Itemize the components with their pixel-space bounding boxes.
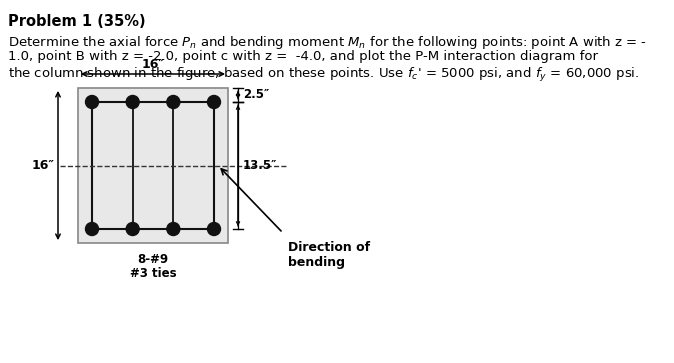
Text: 16″: 16″ (32, 159, 55, 172)
Circle shape (86, 223, 98, 236)
Bar (78, 88, 228, 243)
Bar (92, 102, 214, 229)
Circle shape (126, 223, 139, 236)
Circle shape (167, 223, 180, 236)
Text: 1.0, point B with z = -2.0, point c with z =  -4.0, and plot the P-M interaction: 1.0, point B with z = -2.0, point c with… (8, 50, 598, 63)
Circle shape (208, 223, 220, 236)
Text: 8-#9: 8-#9 (137, 253, 168, 266)
Text: the column shown in the figure, based on these points. Use $f_c$' = 5000 psi, an: the column shown in the figure, based on… (8, 66, 640, 84)
Circle shape (86, 95, 98, 109)
Text: 16″: 16″ (142, 58, 164, 71)
Circle shape (208, 95, 220, 109)
Text: 2.5″: 2.5″ (243, 89, 269, 102)
Circle shape (167, 95, 180, 109)
Text: #3 ties: #3 ties (129, 267, 177, 280)
Text: Determine the axial force $P_n$ and bending moment $M_n$ for the following point: Determine the axial force $P_n$ and bend… (8, 34, 647, 51)
Text: 13.5″: 13.5″ (243, 159, 278, 172)
Text: Problem 1 (35%): Problem 1 (35%) (8, 14, 146, 29)
Circle shape (126, 95, 139, 109)
Text: Direction of
bending: Direction of bending (288, 241, 370, 269)
